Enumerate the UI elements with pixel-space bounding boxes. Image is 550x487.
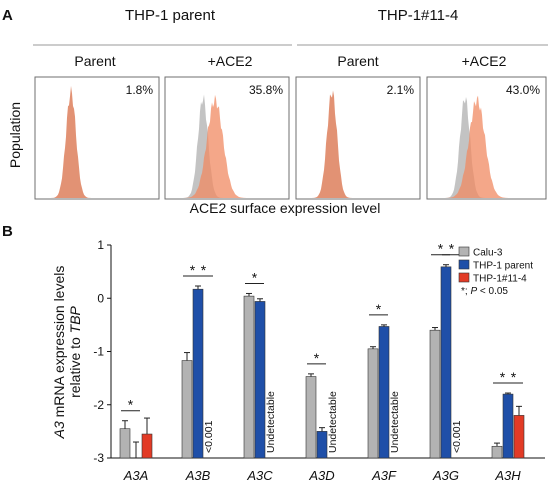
bar <box>305 376 317 459</box>
legend-swatch <box>458 272 470 283</box>
histogram-frame <box>295 76 421 200</box>
bar <box>513 415 525 459</box>
significance-star: * <box>190 262 196 278</box>
subtitle-parent-2: Parent <box>337 53 378 69</box>
y-axis-label-gene: A3 <box>51 421 67 439</box>
bar <box>243 295 255 459</box>
histogram-panels: 1.8% 35.8% 2.1% 43.0% <box>34 76 547 200</box>
bar <box>367 348 379 459</box>
y-tick-label: -3 <box>93 451 104 465</box>
histogram-peak <box>36 85 158 198</box>
significance-star: * <box>376 301 382 317</box>
legend: Calu-3 THP-1 parent THP-1#11-4*; P < 0.05 <box>458 246 533 297</box>
y-tick-label: -2 <box>93 398 104 412</box>
y-axis-label-tbp: TBP <box>67 305 83 333</box>
legend-label: THP-1#11-4 <box>473 274 527 285</box>
significance-star: * <box>252 269 258 285</box>
panel-a-y-label: Population <box>7 102 23 168</box>
y-axis-label: A3 mRNA expression levels relative to TB… <box>51 266 83 440</box>
bar-chart: 1 0 -1 -2 -3 A3A A3B A3C A3D A3F A3G A3H <0.001 Undet… <box>93 238 545 483</box>
y-tick-label: 1 <box>97 238 104 252</box>
y-axis-label-line1: A3 mRNA expression levels <box>51 266 67 440</box>
category-label: A3F <box>371 468 397 483</box>
subtitle-ace2-2: +ACE2 <box>462 53 507 69</box>
legend-swatch <box>458 259 470 270</box>
histogram-frame <box>34 76 160 200</box>
significance-star: * <box>500 369 506 385</box>
group-title-thp1-parent: THP-1 parent <box>125 7 216 24</box>
bar <box>491 445 503 459</box>
category-label: A3C <box>246 468 273 483</box>
category-label: A3A <box>123 468 149 483</box>
value-note: Undetectable <box>265 391 277 453</box>
y-axis-label-line2: relative to TBP <box>67 305 83 397</box>
significance-star: * <box>449 241 455 257</box>
percent-label: 1.8% <box>126 83 154 97</box>
significance-star: * <box>128 397 134 413</box>
category-label: A3D <box>308 468 334 483</box>
bar <box>192 288 204 459</box>
histogram-peak <box>297 90 419 198</box>
legend-note: *; P < 0.05 <box>461 286 508 297</box>
bar <box>502 393 514 459</box>
legend-label: THP-1 parent <box>473 261 533 272</box>
category-label: A3G <box>432 468 459 483</box>
y-axis-label-line1-rest: mRNA expression levels <box>51 266 67 422</box>
panel-a-letter: A <box>2 7 13 24</box>
legend-label: Calu-3 <box>473 248 503 259</box>
panel-b-letter: B <box>2 223 13 240</box>
bar <box>141 433 153 459</box>
bar <box>440 266 452 459</box>
histogram-peak-control <box>166 94 288 198</box>
bar <box>254 301 266 459</box>
significance-star: * <box>438 241 444 257</box>
percent-label: 35.8% <box>249 83 283 97</box>
bar <box>119 428 131 459</box>
histogram-peak-control <box>428 97 545 198</box>
value-note: Undetectable <box>389 391 401 453</box>
bar <box>316 431 328 459</box>
value-note: Undetectable <box>327 391 339 453</box>
category-label: A3H <box>494 468 521 483</box>
y-axis-label-line2-text: relative to <box>67 333 83 398</box>
significance-star: * <box>201 262 207 278</box>
legend-swatch <box>458 246 470 257</box>
subtitle-parent-1: Parent <box>74 53 115 69</box>
value-note: <0.001 <box>451 420 463 453</box>
value-note: <0.001 <box>203 420 215 453</box>
percent-label: 2.1% <box>387 83 415 97</box>
y-tick-label: 0 <box>97 291 104 305</box>
panel-b: B A3 mRNA expression levels relative to … <box>2 223 545 483</box>
panel-a-x-label: ACE2 surface expression level <box>190 200 381 216</box>
bar <box>378 326 390 459</box>
bar <box>181 360 193 459</box>
bar <box>429 329 441 459</box>
y-tick-label: -1 <box>93 345 104 359</box>
category-label: A3B <box>185 468 211 483</box>
percent-label: 43.0% <box>506 83 540 97</box>
histogram-peak-ace2 <box>428 95 545 198</box>
subtitle-ace2-1: +ACE2 <box>208 53 253 69</box>
significance-star: * <box>511 369 517 385</box>
significance-star: * <box>314 350 320 366</box>
panel-a: A THP-1 parent THP-1#11-4 Parent +ACE2 P… <box>2 7 548 216</box>
histogram-peak-ace2 <box>166 94 288 198</box>
group-title-thp1-11-4: THP-1#11-4 <box>378 7 459 24</box>
